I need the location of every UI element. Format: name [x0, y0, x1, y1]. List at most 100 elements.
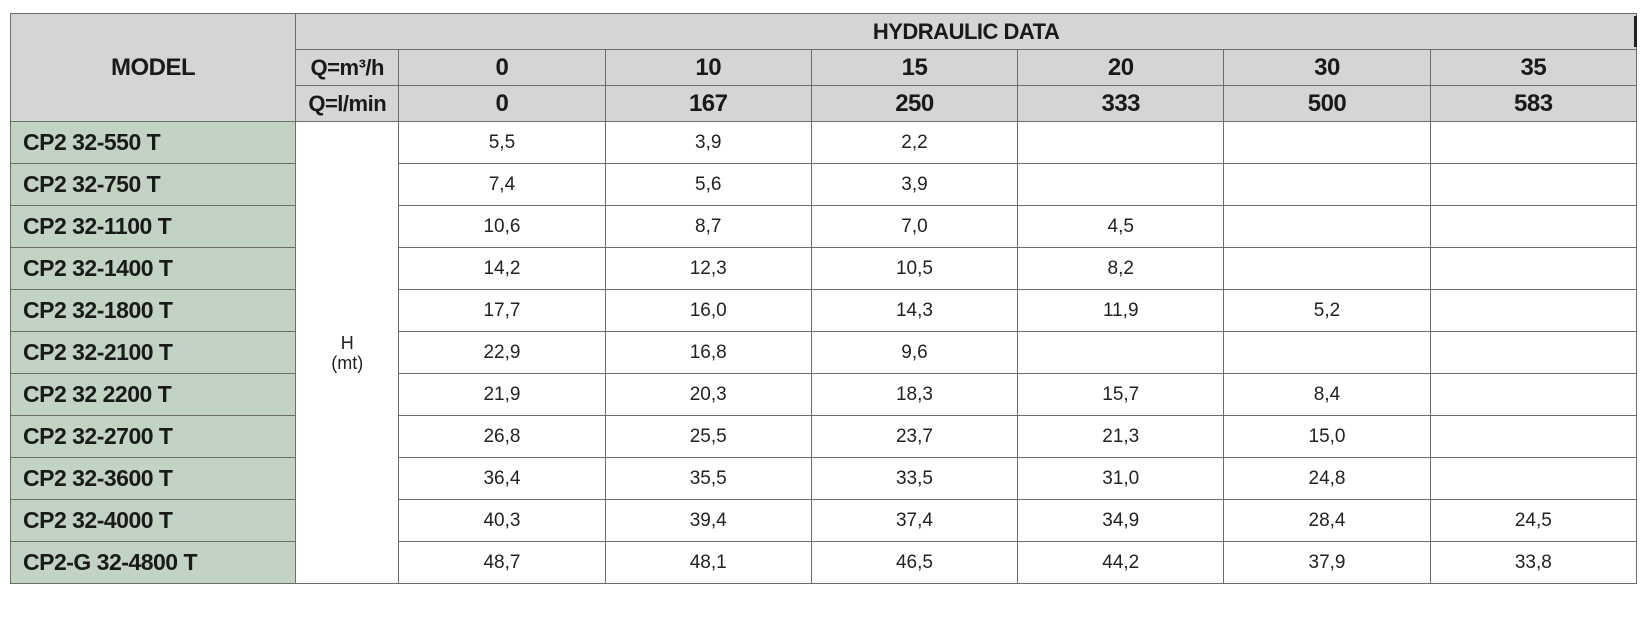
q-m3h-value: 30: [1223, 49, 1431, 86]
head-value-cell: 25,5: [604, 415, 812, 458]
head-value-cell: 8,2: [1017, 247, 1225, 290]
head-value-cell: 39,4: [604, 499, 812, 542]
table-row: CP2 32-2700 T 26,8 25,5 23,7 21,3 15,0: [9, 415, 1638, 458]
q-lmin-value: 167: [604, 85, 812, 122]
head-value-cell: 3,9: [604, 121, 812, 164]
head-value-cell: 14,3: [810, 289, 1019, 332]
head-value-cell: [1429, 289, 1638, 332]
model-name-cell: CP2 32-1100 T: [9, 205, 297, 248]
head-value-cell: 9,6: [810, 331, 1019, 374]
head-value-cell: 12,3: [604, 247, 812, 290]
hydraulic-data-table: MODEL HYDRAULIC DATA Q=m³/h 0 10 15 20 3…: [9, 13, 1638, 584]
head-value-cell: 31,0: [1017, 457, 1225, 500]
head-value-cell: [1017, 121, 1225, 164]
head-value-cell: 28,4: [1223, 499, 1431, 542]
q-lmin-value: 250: [810, 85, 1019, 122]
head-value-cell: 18,3: [810, 373, 1019, 416]
head-value-cell: 15,0: [1223, 415, 1431, 458]
header-row-group: MODEL HYDRAULIC DATA: [9, 13, 1637, 122]
q-m3h-label: Q=m³/h: [295, 49, 400, 86]
head-value-cell: 33,5: [810, 457, 1019, 500]
head-value-cell: 7,0: [810, 205, 1019, 248]
head-value-cell: [1223, 205, 1431, 248]
head-value-cell: 5,6: [604, 163, 812, 206]
table-row: CP2 32-3600 T 36,4 35,5 33,5 31,0 24,8: [9, 457, 1638, 500]
q-m3h-value: 35: [1429, 49, 1638, 86]
model-name-cell: CP2 32-1400 T: [9, 247, 297, 290]
head-value-cell: 8,4: [1223, 373, 1431, 416]
q-m3h-value: 10: [604, 49, 812, 86]
q-m3h-value: 0: [398, 49, 606, 86]
table-row: CP2-G 32-4800 T 48,7 48,1 46,5 44,2 37,9 33,8: [9, 541, 1638, 584]
table-row: CP2 32-2100 T 22,9 16,8 9,6: [9, 331, 1638, 374]
head-value-cell: 26,8: [398, 415, 606, 458]
head-value-cell: [1017, 331, 1225, 374]
q-lmin-value: 583: [1429, 85, 1638, 122]
table-row: CP2 32-750 T 7,4 5,6 3,9: [9, 163, 1638, 206]
head-value-cell: 2,2: [810, 121, 1019, 164]
head-value-cell: 23,7: [810, 415, 1019, 458]
head-value-cell: 10,5: [810, 247, 1019, 290]
head-value-cell: 4,5: [1017, 205, 1225, 248]
head-unit-label: H (mt): [295, 121, 400, 584]
head-value-cell: 17,7: [398, 289, 606, 332]
head-value-cell: [1429, 373, 1638, 416]
model-header: MODEL: [9, 13, 297, 122]
head-value-cell: 33,8: [1429, 541, 1638, 584]
head-value-cell: [1223, 163, 1431, 206]
head-value-cell: 8,7: [604, 205, 812, 248]
model-name-cell: CP2 32-550 T: [9, 121, 297, 164]
model-name-cell: CP2 32-2100 T: [9, 331, 297, 374]
head-value-cell: 37,4: [810, 499, 1019, 542]
model-name-cell: CP2 32-4000 T: [9, 499, 297, 542]
q-m3h-value: 20: [1017, 49, 1225, 86]
table-row: CP2 32-550 T H (mt) 5,5 3,9 2,2: [9, 121, 1638, 584]
table-row: CP2 32-1400 T 14,2 12,3 10,5 8,2: [9, 247, 1638, 290]
head-value-cell: 35,5: [604, 457, 812, 500]
q-lmin-value: 0: [398, 85, 606, 122]
head-value-cell: 14,2: [398, 247, 606, 290]
head-value-cell: 21,3: [1017, 415, 1225, 458]
head-value-cell: 20,3: [604, 373, 812, 416]
head-value-cell: 34,9: [1017, 499, 1225, 542]
head-value-cell: 46,5: [810, 541, 1019, 584]
hydraulic-data-header: HYDRAULIC DATA: [295, 13, 1637, 50]
head-value-cell: 15,7: [1017, 373, 1225, 416]
table-row: CP2 32-1100 T 10,6 8,7 7,0 4,5: [9, 205, 1638, 248]
model-name-cell: CP2-G 32-4800 T: [9, 541, 297, 584]
head-value-cell: 36,4: [398, 457, 606, 500]
head-value-cell: 16,0: [604, 289, 812, 332]
head-value-cell: 48,1: [604, 541, 812, 584]
head-value-cell: 10,6: [398, 205, 606, 248]
q-m3h-value: 15: [810, 49, 1019, 86]
head-value-cell: 37,9: [1223, 541, 1431, 584]
q-lmin-value: 333: [1017, 85, 1225, 122]
model-name-cell: CP2 32 2200 T: [9, 373, 297, 416]
head-value-cell: 24,8: [1223, 457, 1431, 500]
q-lmin-value: 500: [1223, 85, 1431, 122]
head-value-cell: 48,7: [398, 541, 606, 584]
head-value-cell: 40,3: [398, 499, 606, 542]
head-value-cell: [1429, 121, 1638, 164]
head-value-cell: [1223, 247, 1431, 290]
head-value-cell: 24,5: [1429, 499, 1638, 542]
hydraulic-data-table-container: MODEL HYDRAULIC DATA Q=m³/h 0 10 15 20 3…: [9, 13, 1638, 584]
head-value-cell: [1429, 163, 1638, 206]
head-unit: (mt): [331, 352, 364, 373]
head-value-cell: 11,9: [1017, 289, 1225, 332]
head-value-cell: 16,8: [604, 331, 812, 374]
header-row-lmin: Q=l/min 0 167 250 333 500 583: [11, 85, 1638, 122]
table-row: CP2 32-1800 T 17,7 16,0 14,3 11,9 5,2: [9, 289, 1638, 332]
head-value-cell: [1223, 121, 1431, 164]
head-value-cell: [1223, 331, 1431, 374]
model-name-cell: CP2 32-1800 T: [9, 289, 297, 332]
head-value-cell: [1429, 205, 1638, 248]
head-value-cell: 7,4: [398, 163, 606, 206]
head-value-cell: 5,2: [1223, 289, 1431, 332]
head-value-cell: 3,9: [810, 163, 1019, 206]
head-value-cell: [1429, 457, 1638, 500]
head-value-cell: 44,2: [1017, 541, 1225, 584]
table-row: CP2 32 2200 T 21,9 20,3 18,3 15,7 8,4: [9, 373, 1638, 416]
header-row-m3h: Q=m³/h 0 10 15 20 30 35: [11, 49, 1638, 86]
head-value-cell: [1429, 415, 1638, 458]
